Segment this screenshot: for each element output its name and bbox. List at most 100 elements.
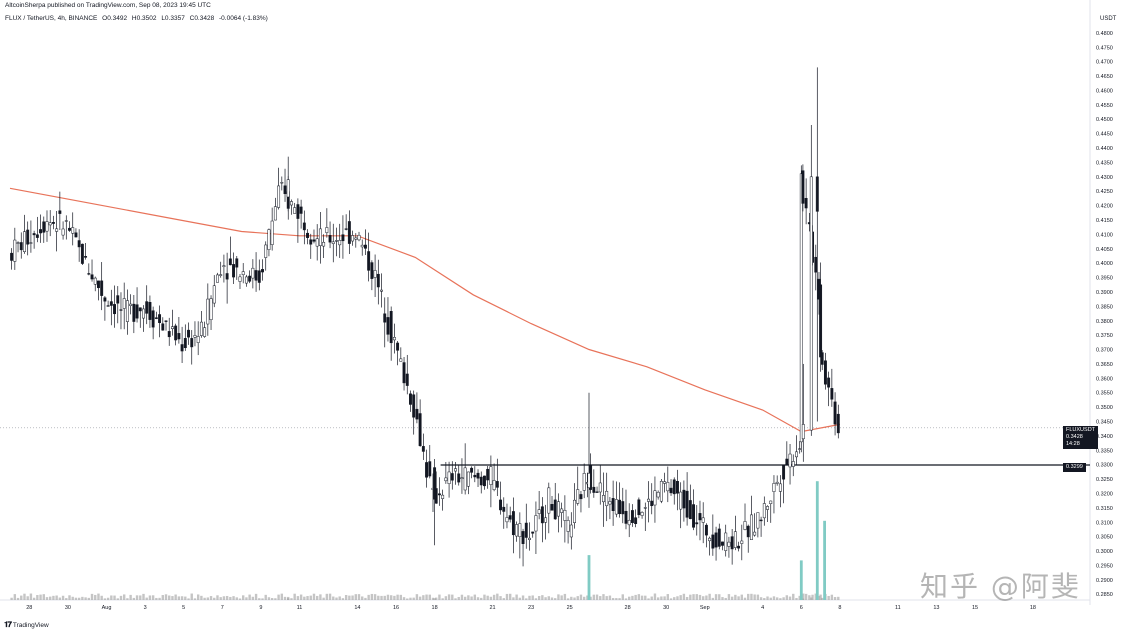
volume-spike-bar [799, 560, 803, 600]
candle-up [444, 477, 448, 482]
price-tick-label: 0.3050 [1096, 535, 1113, 541]
volume-bar [113, 595, 116, 600]
price-tick-label: 0.3250 [1096, 477, 1113, 483]
price-tick-label: 0.4100 [1096, 232, 1113, 238]
volume-bar [579, 594, 583, 600]
volume-bar [103, 598, 107, 600]
candle-up [142, 308, 145, 319]
candle-up [749, 514, 753, 540]
candle-up [251, 267, 255, 279]
volume-bar [792, 593, 795, 600]
price-tick-label: 0.3200 [1096, 491, 1113, 497]
candle-up [587, 473, 591, 488]
candle-down [116, 295, 120, 304]
candle-up [640, 512, 644, 516]
candle-down [299, 206, 303, 214]
candle-down [58, 210, 62, 214]
date-tick-label: 11 [297, 605, 303, 611]
volume-bar [666, 594, 670, 600]
tradingview-logo[interactable]: 𝟏𝟕 TradingView [4, 620, 49, 630]
volume-bar [525, 598, 528, 600]
candle-down [672, 479, 676, 495]
candle-up [643, 507, 647, 509]
candle-down [135, 304, 139, 319]
candle-down [704, 524, 708, 536]
volume-bar [782, 597, 785, 600]
candle-down [106, 305, 110, 307]
candle-down [190, 338, 194, 348]
volume-bar [296, 596, 300, 600]
date-tick-label: 30 [65, 605, 71, 611]
volume-bar [264, 594, 267, 600]
volume-bar [332, 596, 335, 600]
price-tick-label: 0.2900 [1096, 578, 1113, 584]
volume-bar [58, 597, 62, 600]
volume-bar [77, 597, 81, 600]
candle-down [151, 310, 155, 328]
volume-bar [473, 594, 477, 600]
volume-bar [518, 597, 522, 600]
candle-down [737, 545, 741, 549]
volume-bar [492, 594, 496, 600]
volume-bar [753, 594, 756, 600]
volume-bar [682, 593, 686, 600]
candle-up [206, 298, 210, 325]
date-tick-label: 25 [567, 605, 573, 611]
volume-bar [283, 596, 287, 600]
volume-bar [399, 594, 403, 600]
volume-bar [100, 595, 103, 600]
candle-up [656, 491, 660, 498]
candle-down [228, 258, 232, 266]
candle-down [450, 473, 454, 481]
candle-down [10, 252, 14, 261]
candle-up [125, 300, 129, 322]
candle-down [167, 331, 171, 338]
date-tick-label: 21 [489, 605, 495, 611]
candle-down [87, 273, 91, 275]
price-tick-label: 0.4650 [1096, 74, 1113, 80]
volume-bar [714, 594, 718, 600]
candle-down [553, 499, 557, 520]
price-tick-label: 0.4450 [1096, 132, 1113, 138]
candle-down [158, 314, 162, 323]
candle-down [685, 490, 689, 518]
candle-down [827, 377, 831, 388]
volume-spike-bar [815, 481, 819, 600]
volume-bar [772, 596, 776, 600]
volume-bar [814, 593, 817, 600]
volume-bar [341, 598, 345, 600]
volume-bar [106, 597, 110, 600]
candle-down [389, 311, 393, 344]
volume-bar [290, 598, 293, 600]
price-tick-label: 0.4300 [1096, 175, 1113, 181]
candle-up [241, 271, 245, 275]
volume-bar [380, 595, 383, 600]
candle-up [209, 298, 213, 321]
candle-down [412, 394, 416, 418]
candle-up [809, 176, 813, 431]
volume-bar [139, 595, 142, 600]
volume-bar [759, 597, 763, 600]
volume-bar [589, 596, 592, 600]
volume-bar [708, 593, 711, 600]
candle-up [286, 179, 290, 198]
volume-bar [444, 596, 448, 600]
volume-bar [721, 597, 724, 600]
candle-up [203, 327, 207, 337]
candle-up [788, 453, 792, 468]
volume-bar [804, 593, 808, 600]
candle-up [463, 467, 467, 491]
volume-bar [563, 593, 567, 600]
volume-bar [354, 594, 357, 600]
volume-bar [344, 595, 348, 600]
volume-bar [325, 593, 329, 600]
volume-bar [624, 598, 628, 600]
volume-bar [42, 594, 45, 600]
volume-bar [145, 597, 148, 600]
candle-up [576, 489, 580, 504]
volume-bar [180, 596, 184, 600]
candle-down [383, 313, 387, 323]
volume-bar [213, 597, 216, 600]
candle-down [433, 467, 437, 500]
